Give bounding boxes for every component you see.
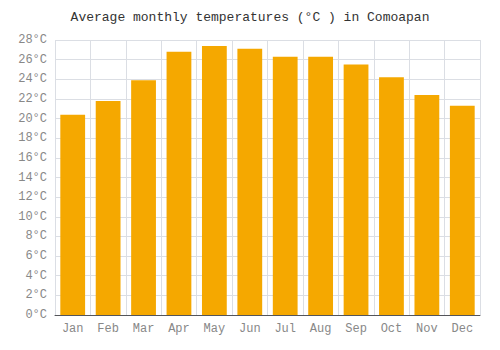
svg-text:12°C: 12°C: [18, 190, 47, 204]
svg-text:22°C: 22°C: [18, 92, 47, 106]
svg-text:0°C: 0°C: [25, 308, 47, 322]
svg-text:2°C: 2°C: [25, 288, 47, 302]
svg-text:Nov: Nov: [416, 322, 438, 336]
svg-text:10°C: 10°C: [18, 210, 47, 224]
svg-text:8°C: 8°C: [25, 229, 47, 243]
svg-text:4°C: 4°C: [25, 269, 47, 283]
svg-text:Feb: Feb: [97, 322, 119, 336]
svg-text:28°C: 28°C: [18, 33, 47, 47]
svg-text:Aug: Aug: [310, 322, 332, 336]
svg-text:Jan: Jan: [62, 322, 84, 336]
svg-text:May: May: [204, 322, 226, 336]
svg-text:20°C: 20°C: [18, 112, 47, 126]
svg-text:Dec: Dec: [451, 322, 473, 336]
svg-text:Average monthly temperatures (: Average monthly temperatures (°C ) in Co…: [71, 10, 430, 25]
svg-text:26°C: 26°C: [18, 53, 47, 67]
svg-text:Jun: Jun: [239, 322, 261, 336]
svg-text:Mar: Mar: [133, 322, 155, 336]
svg-text:Sep: Sep: [345, 322, 367, 336]
svg-text:14°C: 14°C: [18, 171, 47, 185]
svg-text:Oct: Oct: [381, 322, 403, 336]
svg-text:6°C: 6°C: [25, 249, 47, 263]
svg-text:18°C: 18°C: [18, 131, 47, 145]
svg-text:Jul: Jul: [274, 322, 296, 336]
svg-text:24°C: 24°C: [18, 72, 47, 86]
svg-text:16°C: 16°C: [18, 151, 47, 165]
svg-text:Apr: Apr: [168, 322, 190, 336]
